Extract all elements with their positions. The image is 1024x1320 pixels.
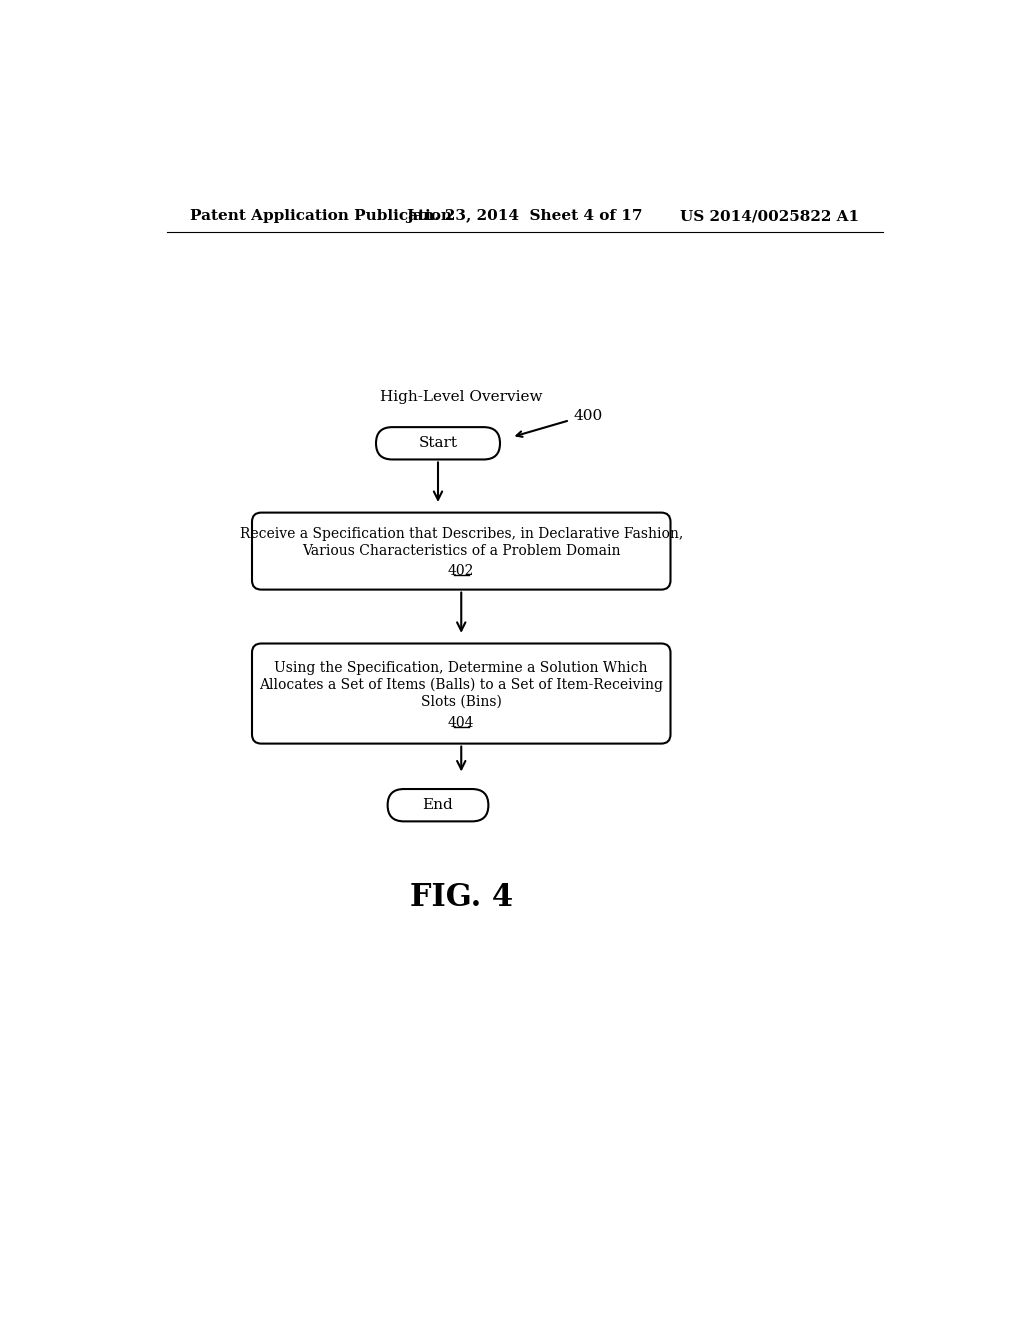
Text: Receive a Specification that Describes, in Declarative Fashion,: Receive a Specification that Describes, … [240,527,683,541]
Text: Jan. 23, 2014  Sheet 4 of 17: Jan. 23, 2014 Sheet 4 of 17 [407,209,643,223]
FancyBboxPatch shape [388,789,488,821]
FancyBboxPatch shape [252,512,671,590]
Text: Various Characteristics of a Problem Domain: Various Characteristics of a Problem Dom… [302,544,621,558]
Text: Using the Specification, Determine a Solution Which: Using the Specification, Determine a Sol… [274,661,648,675]
Text: Patent Application Publication: Patent Application Publication [190,209,452,223]
Text: 402: 402 [449,564,474,578]
Text: Start: Start [419,437,458,450]
Text: 400: 400 [573,409,603,424]
Text: High-Level Overview: High-Level Overview [380,391,543,404]
FancyBboxPatch shape [376,428,500,459]
Text: 404: 404 [449,715,474,730]
Text: End: End [423,799,454,812]
Text: US 2014/0025822 A1: US 2014/0025822 A1 [681,209,859,223]
Text: FIG. 4: FIG. 4 [410,882,513,913]
Text: Allocates a Set of Items (Balls) to a Set of Item-Receiving: Allocates a Set of Items (Balls) to a Se… [259,678,664,692]
Text: Slots (Bins): Slots (Bins) [421,696,502,709]
FancyBboxPatch shape [252,644,671,743]
